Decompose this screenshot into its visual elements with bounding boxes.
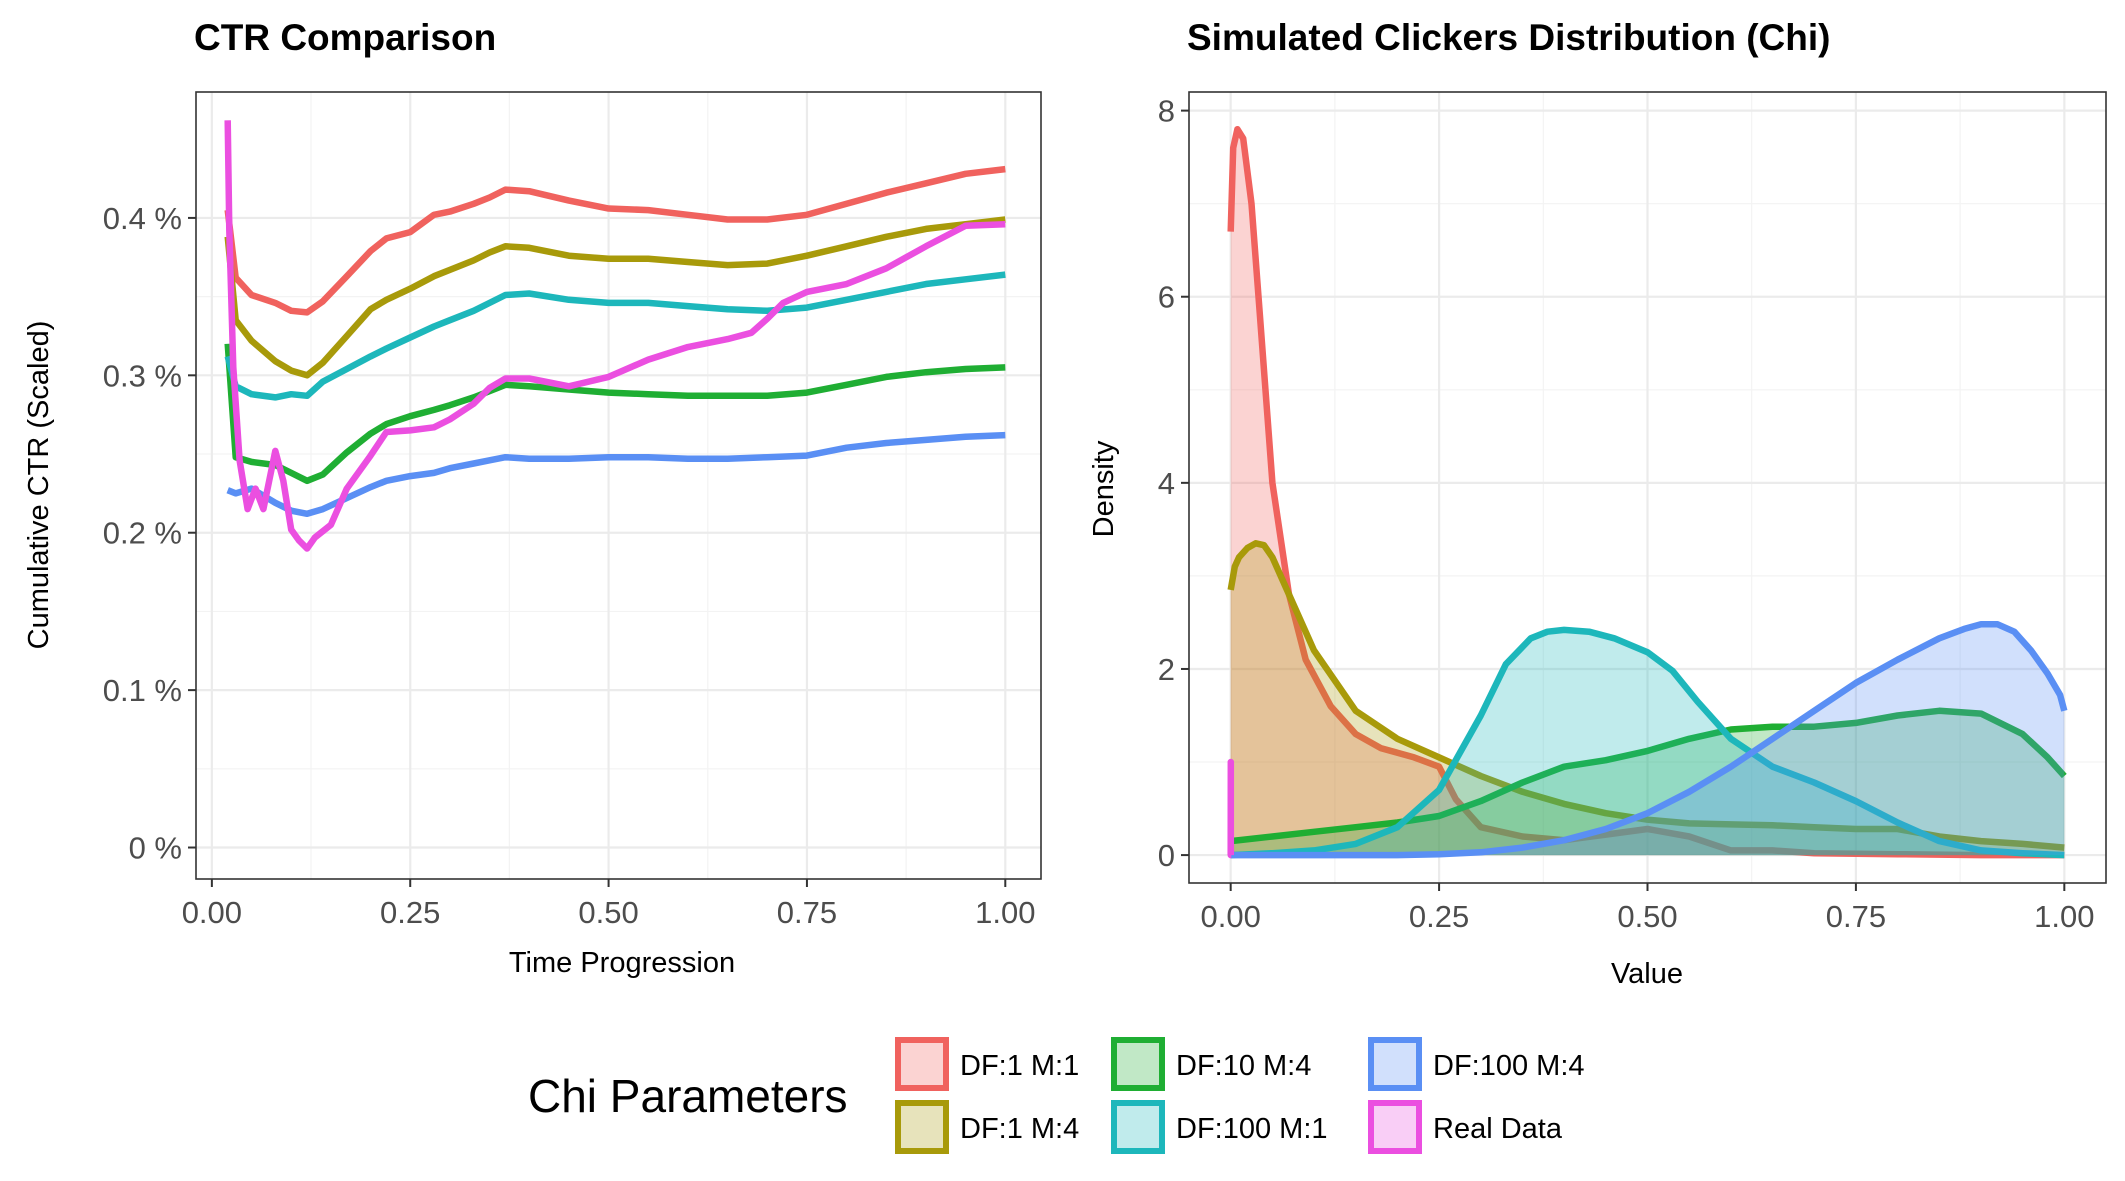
- legend-key-df-10-m-4: [1111, 1037, 1165, 1091]
- series-line-df-100-m-4: [1230, 621, 2068, 859]
- legend: Chi Parameters DF:1 M:1 DF:1 M:4 DF:10 M:4…: [528, 1037, 1585, 1154]
- legend-item-df-100-m-4: DF:100 M:4: [1368, 1037, 1585, 1091]
- legend-key-df-100-m-1: [1111, 1100, 1165, 1154]
- legend-key-df-1-m-4: [895, 1100, 949, 1154]
- x-tick-label: 0.00: [182, 895, 242, 930]
- x-axis-label: Time Progression: [509, 947, 735, 979]
- axis-ticks: 0.00 0.25 0.50 0.75 1.00 0 % 0.1 % 0.2 % 0.3 % 0.…: [103, 201, 1036, 930]
- series-line-df-100-m-1: [1230, 626, 2065, 859]
- grid: [196, 92, 1041, 879]
- legend-label: DF:100 M:4: [1433, 1050, 1585, 1082]
- ctr-comparison-chart: CTR Comparison 0.00 0.25 0.50 0.75 1.000 %0.…: [23, 17, 1042, 979]
- y-tick-label: 0.1 %: [103, 673, 182, 708]
- plot-panel: [196, 92, 1041, 879]
- series-line-df-100-m-4: [226, 431, 1006, 518]
- chart-title: Simulated Clickers Distribution (Chi): [1187, 17, 1830, 58]
- legend-item-df-1-m-4: DF:1 M:4: [895, 1100, 1079, 1154]
- y-tick-label: 0.2 %: [103, 516, 182, 551]
- y-tick-label: 0.3 %: [103, 358, 182, 393]
- area-df-100-m-1: [1230, 629, 2065, 856]
- legend-label: DF:10 M:4: [1176, 1050, 1311, 1082]
- series-layer: [224, 120, 1006, 552]
- series-line-real-data: [1227, 758, 1235, 859]
- x-tick-label: 0.50: [578, 895, 638, 930]
- area-df-1-m-4: [1230, 543, 2065, 856]
- series-line-df-1-m-4: [224, 216, 1006, 379]
- y-tick-label: 0.4 %: [103, 201, 182, 236]
- panel-border: [195, 91, 1042, 880]
- y-tick-label: 8: [1158, 94, 1175, 129]
- x-axis-label: Value: [1611, 958, 1683, 990]
- series-line-df-1-m-1: [224, 165, 1006, 316]
- x-tick-label: 0.75: [777, 895, 837, 930]
- legend-item-df-1-m-1: DF:1 M:1: [895, 1037, 1079, 1091]
- legend-title: Chi Parameters: [528, 1070, 848, 1122]
- x-tick-label: 0.50: [1617, 899, 1677, 934]
- legend-item-df-100-m-1: DF:100 M:1: [1111, 1100, 1328, 1154]
- y-tick-label: 6: [1158, 280, 1175, 315]
- y-tick-label: 0: [1158, 838, 1175, 873]
- legend-item-df-10-m-4: DF:10 M:4: [1111, 1037, 1311, 1091]
- legend-key-df-100-m-4: [1368, 1037, 1422, 1091]
- x-tick-label: 1.00: [2034, 899, 2094, 934]
- x-tick-label: 0.25: [1409, 899, 1469, 934]
- legend-key-real-data: [1368, 1100, 1422, 1154]
- series-line-df-1-m-1: [1227, 125, 2065, 859]
- chart-title: CTR Comparison: [194, 17, 496, 58]
- legend-label: DF:1 M:4: [960, 1113, 1079, 1145]
- axis-ticks: 0.00 0.25 0.50 0.75 1.00 0 2 4 6 8: [1158, 94, 2095, 934]
- y-tick-label: 0 %: [129, 831, 182, 866]
- y-tick-label: 4: [1158, 466, 1175, 501]
- series-line-df-1-m-4: [1227, 540, 2065, 851]
- x-tick-label: 0.75: [1826, 899, 1886, 934]
- legend-label: Real Data: [1433, 1113, 1563, 1145]
- area-df-100-m-4: [1230, 624, 2065, 856]
- series-line-real-data: [224, 120, 1006, 552]
- series-layer: [1227, 125, 2068, 859]
- series-line-df-10-m-4: [1230, 707, 2067, 845]
- series-line-df-100-m-1: [224, 271, 1006, 401]
- y-axis-label: Density: [1088, 440, 1120, 537]
- y-tick-label: 2: [1158, 652, 1175, 687]
- x-tick-label: 0.25: [380, 895, 440, 930]
- legend-key-df-1-m-1: [895, 1037, 949, 1091]
- legend-items: DF:1 M:1 DF:1 M:4 DF:10 M:4 DF:100 M:1 DF:10…: [895, 1037, 1585, 1154]
- legend-label: DF:1 M:1: [960, 1050, 1079, 1082]
- x-tick-label: 0.00: [1201, 899, 1261, 934]
- area-df-1-m-1: [1230, 129, 2065, 856]
- grid: [1189, 92, 2106, 883]
- legend-label: DF:100 M:1: [1176, 1113, 1328, 1145]
- legend-item-real-data: Real Data: [1368, 1100, 1563, 1154]
- y-axis-label: Cumulative CTR (Scaled): [23, 321, 55, 650]
- clickers-distribution-chart: Simulated Clickers Distribution (Chi) 0.…: [1088, 17, 2107, 990]
- x-tick-label: 1.00: [975, 895, 1035, 930]
